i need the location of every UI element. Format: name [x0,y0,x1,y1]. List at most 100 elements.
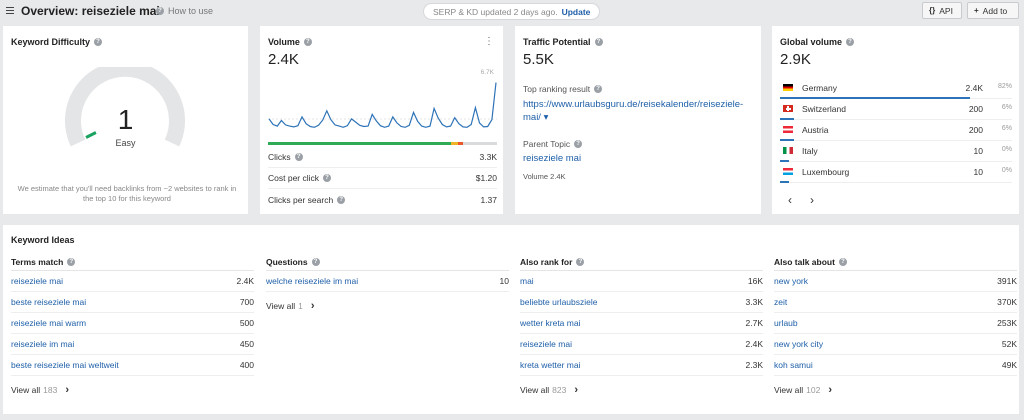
cps-value: 1.37 [480,194,497,205]
help-icon[interactable]: ? [846,38,855,46]
view-all-count: 1 [298,301,303,311]
keyword-row: beliebte urlaubsziele 3.3K [520,292,763,313]
country-row[interactable]: Austria 200 6% [780,120,1012,141]
add-to-label: Add to [982,5,1008,16]
row-divider [780,119,1012,120]
api-button[interactable]: {} API [922,2,962,19]
hamburger-menu-icon[interactable] [6,7,14,14]
cps-row: Clicks per search? 1.37 [268,189,497,210]
keyword-link[interactable]: new york [774,276,809,286]
column-title: Questions [266,257,308,267]
help-icon[interactable]: ? [838,258,847,266]
keyword-volume: 49K [1001,360,1017,370]
column-header: Terms match? [11,257,254,271]
keyword-row: wetter kreta mai 2.7K [520,313,763,334]
top-ranking-url-text[interactable]: https://www.urlaubsguru.de/reisekalender… [523,99,744,123]
clicks-value: 3.3K [479,152,498,162]
plus-icon: + [974,6,979,15]
view-all-link[interactable]: View all 823 › [520,384,763,396]
keyword-link[interactable]: reiseziele mai [11,276,63,286]
view-all-link[interactable]: View all 102 › [774,384,1017,396]
how-to-use-link[interactable]: ? How to use [156,6,213,16]
keyword-link[interactable]: beste reiseziele mai [11,297,87,307]
api-label: API [939,5,953,16]
keyword-volume: 10 [499,276,509,286]
country-row[interactable]: Italy 10 0% [780,141,1012,162]
flag-de-icon [783,84,793,91]
next-page-icon[interactable]: › [810,193,814,207]
volume-series-line [268,82,497,128]
page-title: Overview: reiseziele mai [21,4,160,18]
keyword-ideas-title: Keyword Ideas [11,235,75,245]
kd-label: Easy [115,138,136,148]
keyword-volume: 400 [239,360,254,370]
help-icon[interactable]: ? [294,153,303,161]
global-volume-card: Global volume ? 2.9K Germany 2.4K 82% Switz… [772,26,1019,214]
add-to-button[interactable]: + Add to [967,2,1019,19]
keyword-link[interactable]: urlaub [774,318,798,328]
country-row[interactable]: Switzerland 200 6% [780,99,1012,120]
row-divider [780,140,1012,141]
view-all-link[interactable]: View all 1 › [266,300,509,312]
help-icon[interactable]: ? [323,174,332,182]
tp-title: Traffic Potential ? [523,37,603,47]
keyword-row: welche reiseziele im mai 10 [266,271,509,292]
more-options-icon[interactable]: ⋮ [484,36,494,47]
top-ranking-url[interactable]: https://www.urlaubsguru.de/reisekalender… [523,98,753,124]
keyword-link[interactable]: kreta wetter mai [520,360,581,370]
keyword-link[interactable]: new york city [774,339,824,349]
kd-gauge-fill [85,131,97,139]
parent-topic-link[interactable]: reiseziele mai [523,153,582,164]
help-icon[interactable]: ? [576,258,585,266]
keyword-link[interactable]: beliebte urlaubsziele [520,297,598,307]
keyword-link[interactable]: beste reiseziele mai weltweit [11,360,119,370]
country-name: Switzerland [802,104,846,114]
help-icon[interactable]: ? [594,85,603,93]
help-icon[interactable]: ? [574,140,583,148]
view-all-count: 183 [43,385,58,395]
keyword-link[interactable]: zeit [774,297,788,307]
keyword-link[interactable]: reiseziele mai [520,339,572,349]
keyword-row: mai 16K [520,271,763,292]
country-row[interactable]: Germany 2.4K 82% [780,78,1012,99]
kd-gauge [65,67,185,147]
keyword-volume: 370K [997,297,1017,307]
help-icon[interactable]: ? [311,258,320,266]
keyword-link[interactable]: welche reiseziele im mai [266,276,359,286]
cpc-bar-segment [462,142,497,145]
view-all-link[interactable]: View all 183 › [11,384,254,396]
column-header: Also talk about? [774,257,1017,271]
keyword-row: koh samui 49K [774,355,1017,376]
column-title: Terms match [11,257,64,267]
keyword-row: reiseziele im mai 450 [11,334,254,355]
update-link[interactable]: Update [561,6,591,17]
country-row[interactable]: Luxembourg 10 0% [780,162,1012,183]
keyword-link[interactable]: koh samui [774,360,813,370]
help-icon[interactable]: ? [337,195,346,204]
keyword-link[interactable]: wetter kreta mai [520,318,581,328]
help-icon[interactable]: ? [303,38,312,46]
keyword-row: new york city 52K [774,334,1017,355]
keyword-link[interactable]: mai [520,276,534,286]
gv-title: Global volume ? [780,37,855,47]
clicks-label: Clicks [268,152,291,162]
prev-page-icon[interactable]: ‹ [788,193,792,207]
view-all-count: 823 [552,385,567,395]
top-bar: Overview: reiseziele mai ? How to use SE… [0,0,1024,22]
help-icon[interactable]: ? [594,38,603,46]
help-icon[interactable]: ? [67,258,76,266]
help-icon[interactable]: ? [94,38,103,46]
kd-title: Keyword Difficulty ? [11,37,103,47]
keyword-link[interactable]: reiseziele mai warm [11,318,87,328]
keyword-ideas-card: Keyword Ideas Terms match? reiseziele mai… [3,225,1019,414]
chevron-right-icon: › [310,300,315,312]
country-volume: 10 [973,167,983,177]
flag-it-icon [783,147,793,154]
volume-chart[interactable] [268,75,497,139]
keyword-link[interactable]: reiseziele im mai [11,339,75,349]
keyword-row: kreta wetter mai 2.3K [520,355,763,376]
tp-title-label: Traffic Potential [523,37,591,47]
country-percent: 6% [1001,104,1012,111]
caret-down-icon[interactable]: ▾ [543,112,549,123]
keyword-ideas-column: Also talk about? new york 391K zeit 370K urla… [774,257,1017,396]
